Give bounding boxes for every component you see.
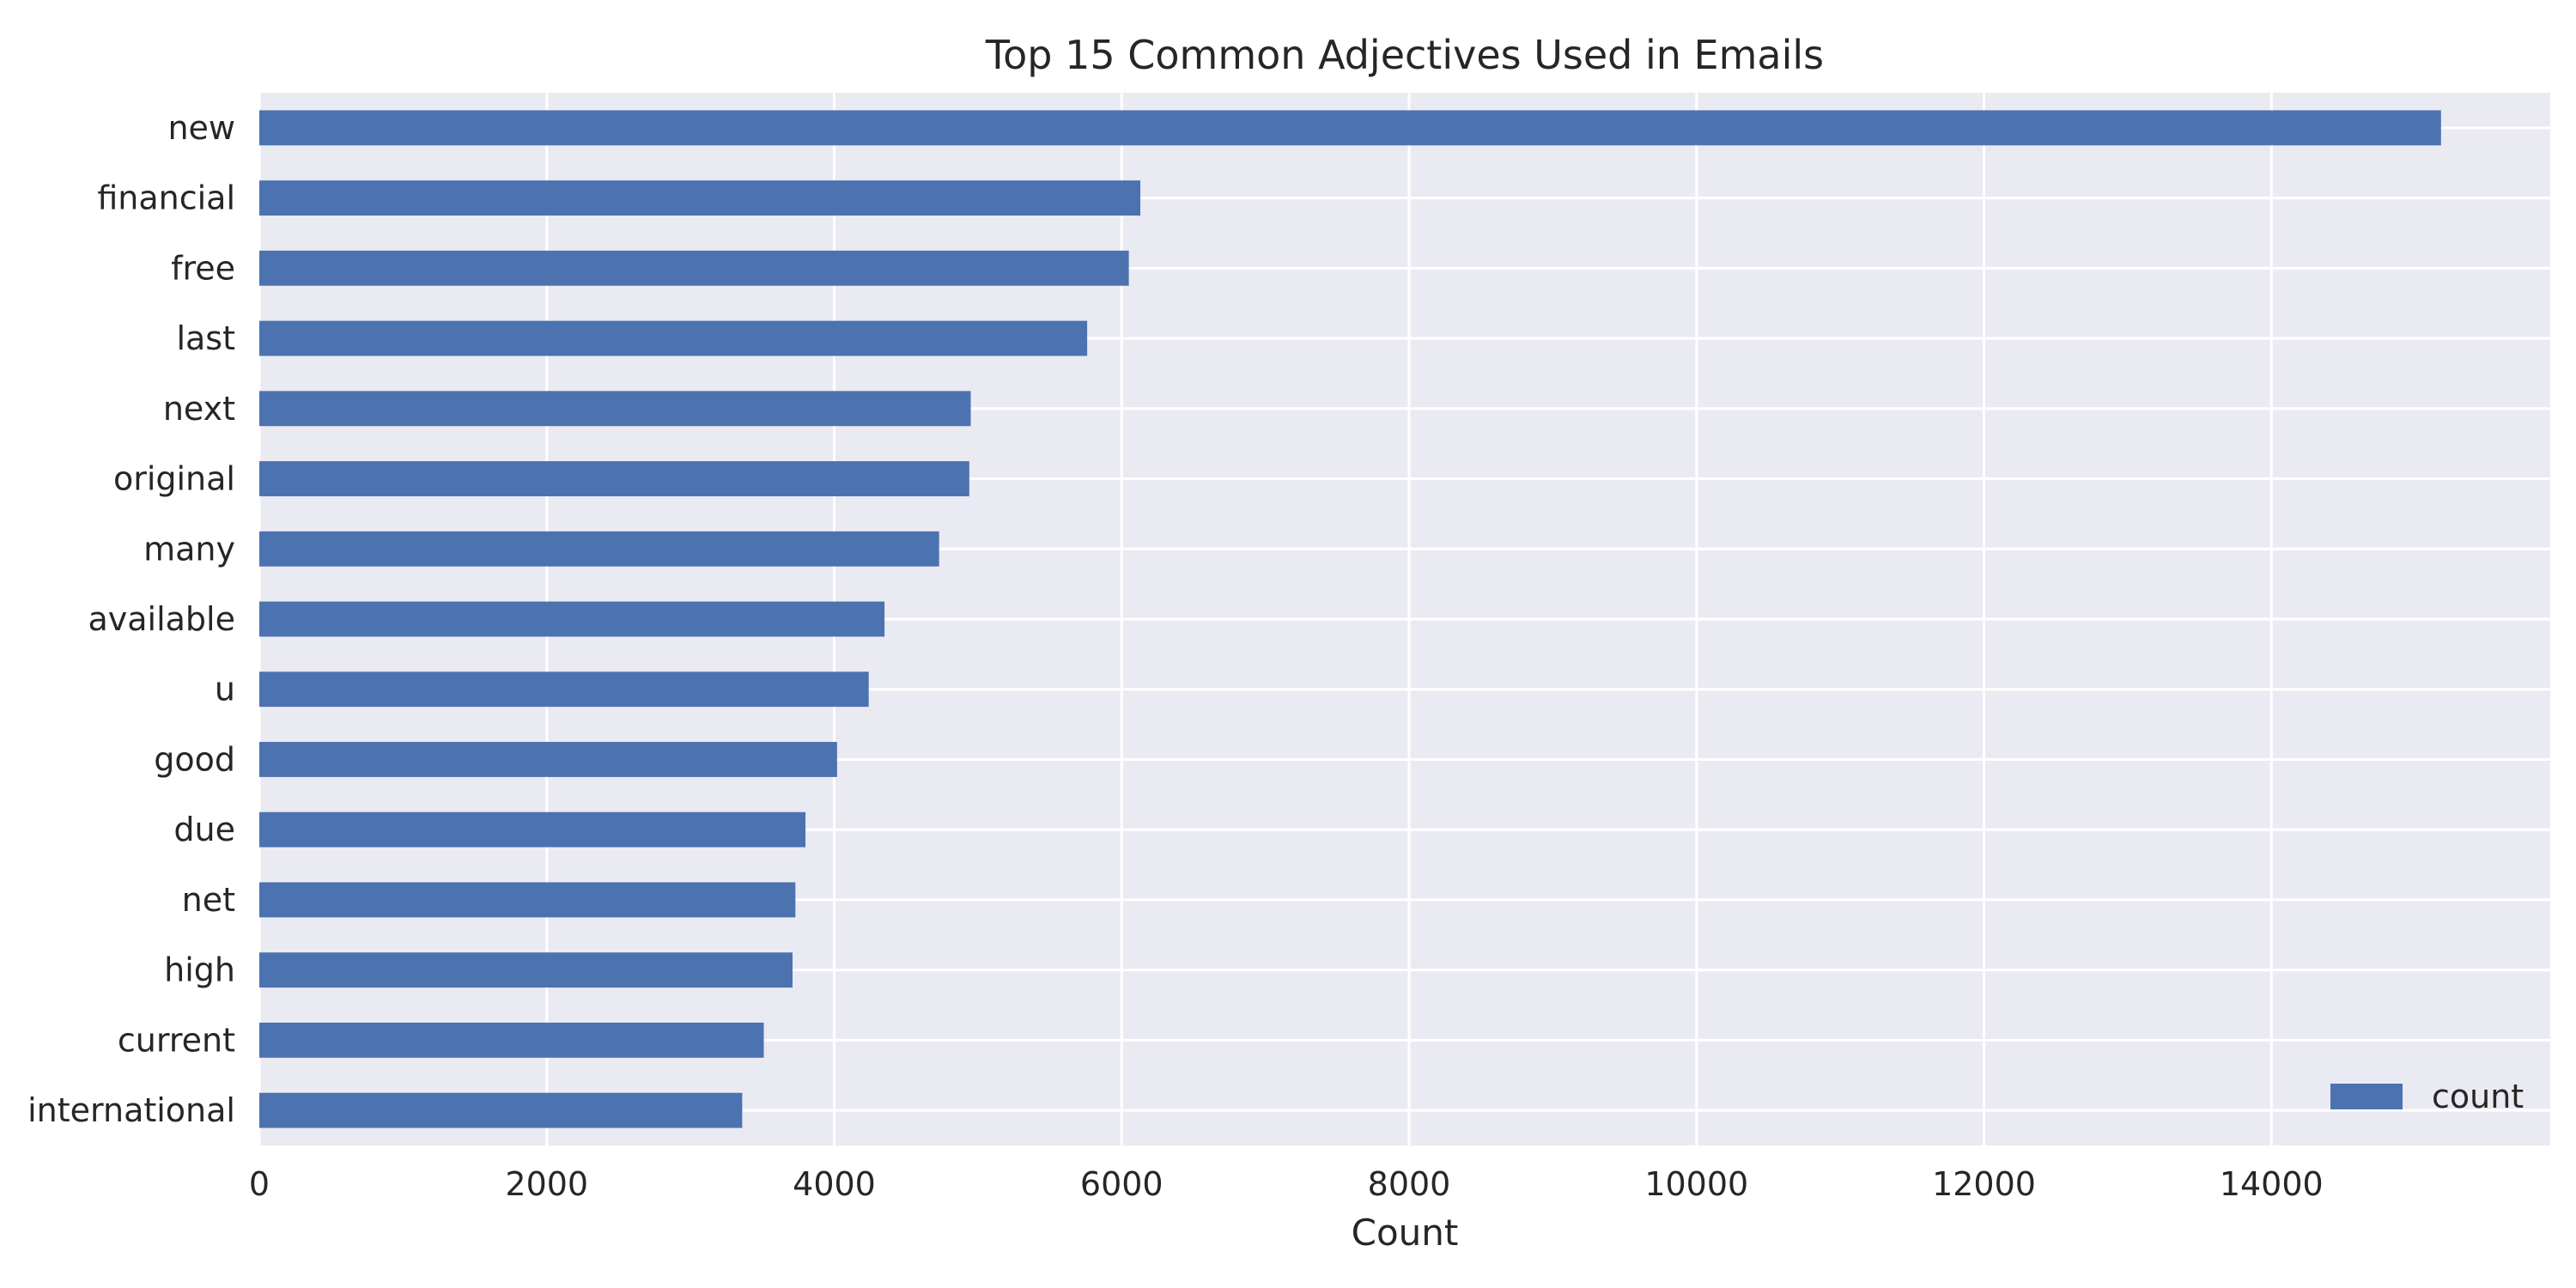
x-tick-label: 12000 [1932, 1165, 2036, 1203]
legend-label-count: count [2432, 1078, 2524, 1115]
y-tick-label: last [176, 319, 235, 357]
bar-high [259, 952, 793, 988]
y-tick-label: next [163, 390, 235, 428]
x-tick-label: 6000 [1080, 1165, 1163, 1203]
y-tick-label: new [167, 109, 235, 147]
bar-net [259, 882, 796, 918]
y-tick-label: available [88, 600, 235, 638]
bar-current [259, 1022, 764, 1058]
y-tick-labels: new financial free last next original many avai… [27, 109, 235, 1129]
bar-next [259, 391, 971, 427]
x-tick-label: 10000 [1644, 1165, 1748, 1203]
bar-u [259, 671, 869, 708]
bar-many [259, 531, 939, 567]
y-tick-label: financial [97, 179, 235, 217]
y-tick-label: good [154, 740, 235, 778]
bar-international [259, 1092, 743, 1128]
x-tick-label: 14000 [2220, 1165, 2324, 1203]
x-tick-label: 0 [249, 1165, 270, 1203]
y-tick-label: due [173, 811, 235, 848]
y-tick-label: international [27, 1091, 235, 1129]
x-tick-label: 8000 [1368, 1165, 1451, 1203]
legend-swatch-count [2330, 1084, 2403, 1109]
y-tick-label: original [113, 460, 235, 498]
bar-original [259, 461, 969, 496]
y-tick-label: many [143, 530, 235, 568]
bar-good [259, 742, 837, 777]
y-tick-label: net [182, 881, 235, 919]
x-tick-label: 2000 [505, 1165, 588, 1203]
x-axis-label: Count [1352, 1212, 1459, 1254]
bar-due [259, 811, 806, 848]
x-tick-labels: 0 2000 4000 6000 8000 10000 12000 14000 [249, 1165, 2324, 1203]
bars [259, 110, 2441, 1128]
legend: count [2330, 1078, 2524, 1115]
bar-free [259, 250, 1129, 286]
bar-last [259, 320, 1088, 356]
y-tick-label: free [171, 249, 235, 287]
y-tick-label: high [164, 951, 235, 989]
x-tick-label: 4000 [793, 1165, 876, 1203]
bar-available [259, 601, 885, 637]
bar-new [259, 110, 2441, 146]
chart-title: Top 15 Common Adjectives Used in Emails [985, 32, 1824, 78]
bar-financial [259, 180, 1141, 216]
y-tick-label: current [118, 1021, 235, 1059]
y-tick-label: u [215, 671, 235, 708]
